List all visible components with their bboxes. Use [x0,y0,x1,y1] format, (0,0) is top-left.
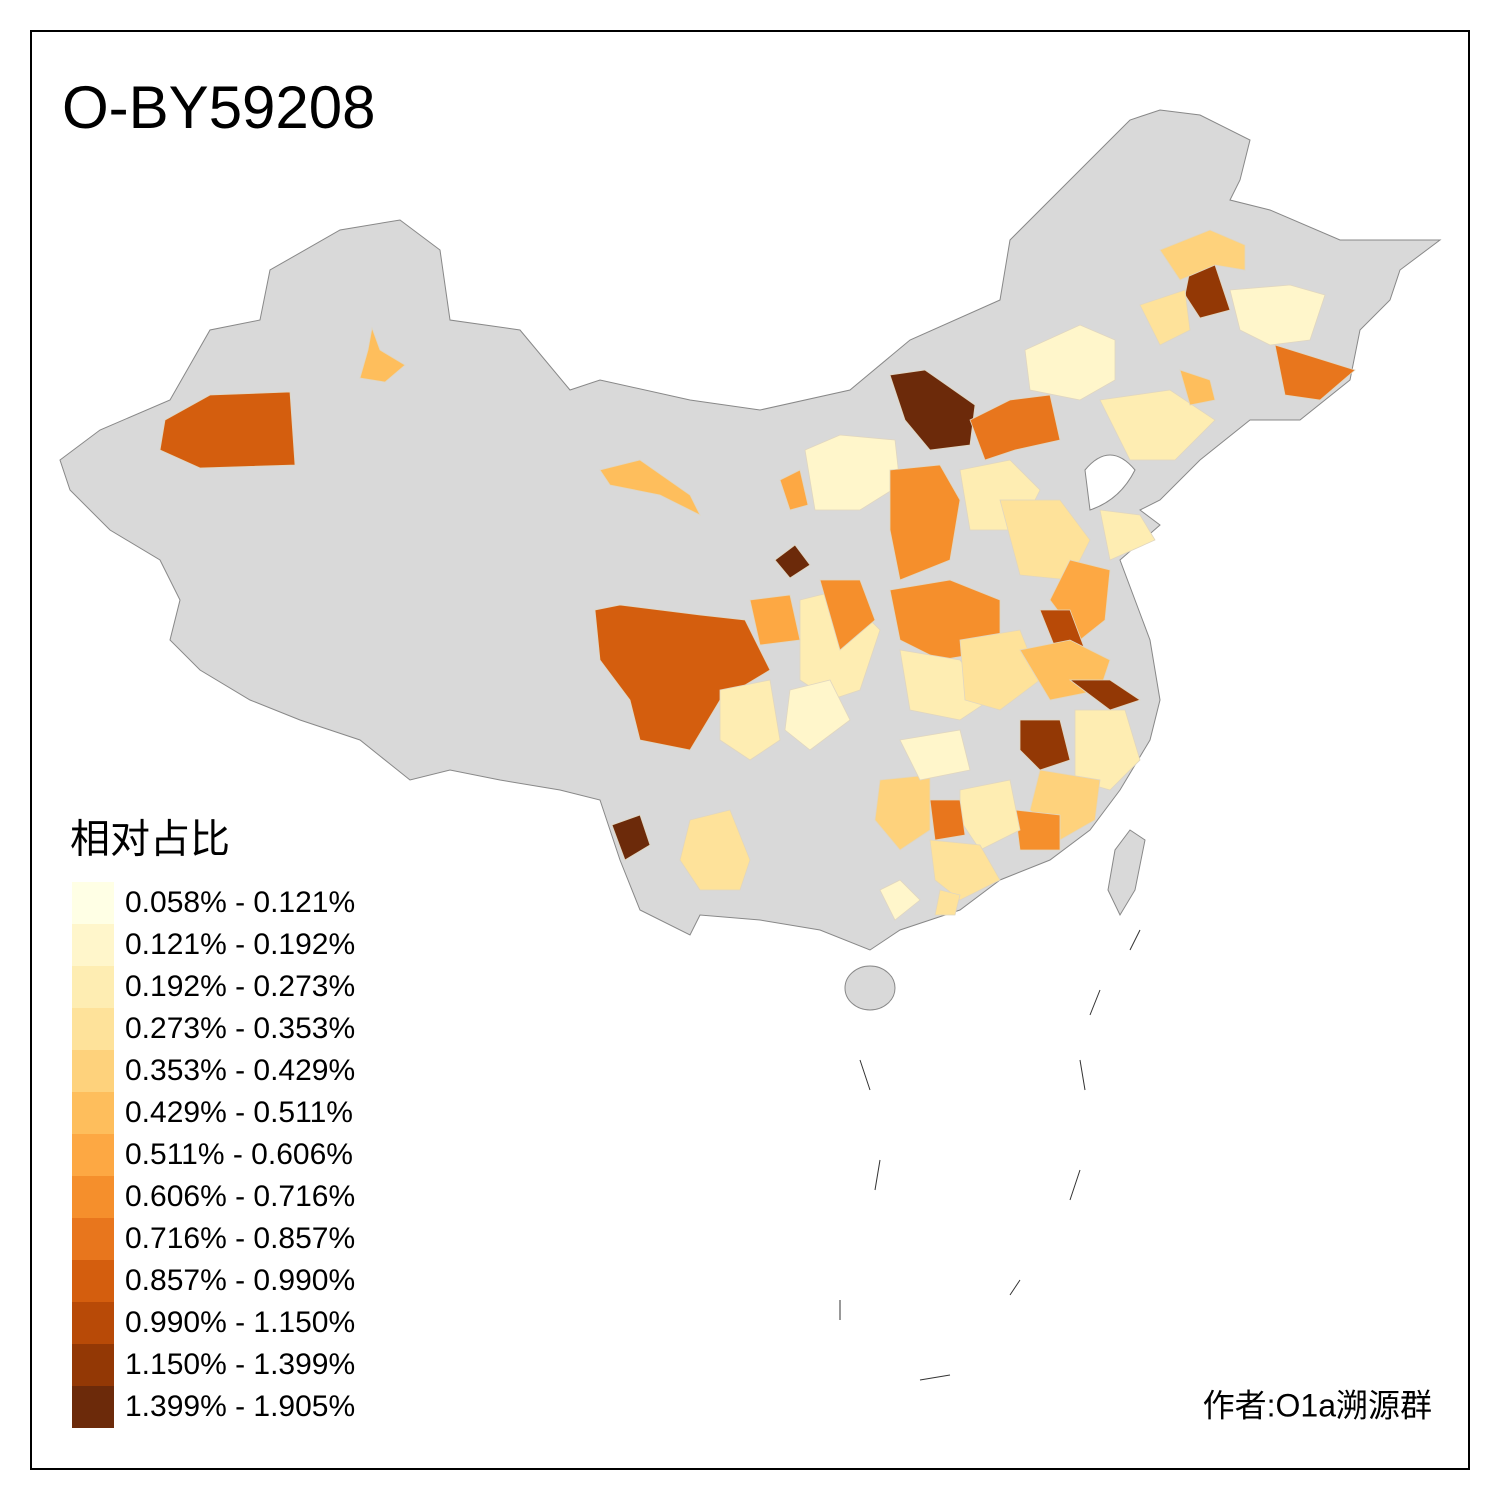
legend-swatch [72,1008,114,1050]
regions [159,229,1356,921]
legend-title: 相对占比 [70,818,230,862]
taiwan [1107,829,1146,917]
region [1099,509,1156,561]
legend-swatch [72,1092,114,1134]
region [929,839,1001,901]
legend-swatch [72,1344,114,1386]
frame [30,30,1470,1470]
region [599,459,701,516]
legend-swatch [72,1218,114,1260]
legend-swatch [72,924,114,966]
legend-label: 0.353% - 0.429% [125,1054,355,1087]
region [879,879,921,921]
legend-label: 0.429% - 0.511% [125,1096,353,1129]
map-title: O-BY59208 [62,74,376,141]
region [889,369,976,451]
legend-label: 0.857% - 0.990% [125,1264,355,1297]
hainan [844,965,896,1011]
legend-label: 0.192% - 0.273% [125,970,355,1003]
legend: 0.058% - 0.121% 0.121% - 0.192% 0.192% - 0… [72,882,355,1428]
region [359,326,406,383]
legend-label: 0.716% - 0.857% [125,1222,355,1255]
region [899,649,991,721]
legend-label: 1.399% - 1.905% [125,1390,355,1423]
region [1068,679,1141,711]
region [999,499,1091,581]
region [611,814,651,861]
region [889,464,961,581]
region [1159,229,1246,281]
legend-label: 0.990% - 1.150% [125,1306,355,1339]
legend-label: 0.273% - 0.353% [125,1012,355,1045]
region [774,544,811,579]
region [1074,709,1141,791]
region [1139,289,1191,346]
region [784,679,851,751]
region [749,594,801,646]
region [929,799,966,841]
legend-swatch [72,1176,114,1218]
legend-label: 0.058% - 0.121% [125,886,355,919]
region [899,729,971,781]
region [1099,389,1216,461]
region [1274,344,1356,401]
legend-swatch [72,882,114,924]
legend-swatch [72,1134,114,1176]
bohai-sea [1084,454,1136,511]
region [1229,284,1326,346]
region [1024,324,1116,401]
region [159,391,296,469]
region [934,889,961,916]
region [1179,369,1216,406]
legend-swatch [72,1050,114,1092]
legend-label: 1.150% - 1.399% [125,1348,355,1381]
region [969,394,1061,461]
legend-swatch [72,1260,114,1302]
legend-label: 0.606% - 0.716% [125,1180,355,1213]
region [679,809,751,891]
region [779,469,809,511]
legend-label: 0.511% - 0.606% [125,1138,353,1171]
region [1014,809,1061,851]
legend-label: 0.121% - 0.192% [125,928,355,961]
legend-swatch [72,1386,114,1428]
islands [839,929,1141,1381]
legend-swatch [72,1302,114,1344]
region [1019,719,1071,771]
legend-swatch [72,966,114,1008]
region [719,679,781,761]
credit: 作者:O1a溯源群 [1203,1387,1432,1423]
region [819,579,876,651]
